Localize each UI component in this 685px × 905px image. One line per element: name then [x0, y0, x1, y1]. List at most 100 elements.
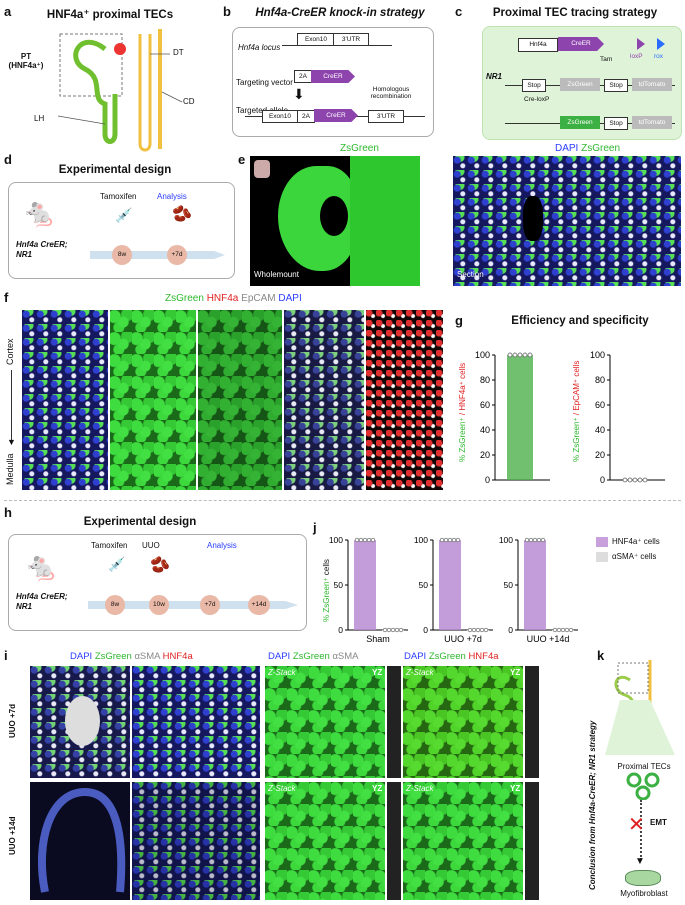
- f-hnf4a-image: [198, 310, 282, 490]
- g-dot-1-0: [622, 477, 628, 483]
- j-dot-2-0-2: [532, 537, 538, 543]
- f-epcam-image: [284, 310, 364, 490]
- f-channels: ZsGreen HNF4a EpCAM DAPI: [165, 293, 302, 304]
- j-ylabel: % ZsGreen⁺ cells: [322, 559, 331, 622]
- allele-exon: Exon10: [262, 110, 298, 123]
- locus-label: Hnf4a locus: [238, 43, 281, 52]
- h-syringe-icon: 💉: [108, 556, 126, 572]
- c-rox: rox: [654, 53, 664, 60]
- mouse-icon: 🐁: [22, 197, 57, 228]
- g-dot-1-3: [637, 477, 643, 483]
- j-dot-1-0-1: [443, 537, 449, 543]
- i-r2-zoom: [132, 782, 260, 900]
- g-dot-0-3: [522, 352, 528, 358]
- j-dot-2-0-0: [524, 537, 530, 543]
- c-zsgreen-on: ZsGreen: [560, 116, 600, 129]
- j-dot-1-1-1: [471, 627, 477, 633]
- g-tick-label-1-3: 40: [595, 425, 605, 435]
- g-tick-label-1-0: 100: [590, 350, 605, 360]
- g-tick-label-0-2: 60: [480, 400, 490, 410]
- j-category-2: UUO +14d: [527, 634, 570, 644]
- h-t1: 8w: [105, 595, 125, 615]
- panel-k-letter: k: [597, 648, 605, 663]
- i-r2-tissue-arc: [38, 787, 126, 893]
- g-dot-0-4: [527, 352, 533, 358]
- i-row1: UUO +7d: [8, 703, 17, 738]
- c-hnf4a: Hnf4a: [518, 38, 558, 52]
- syringe-icon: 💉: [115, 207, 133, 223]
- c-tdtomato-off: tdTomato: [632, 78, 672, 91]
- j-tick-label-1-2: 0: [423, 625, 428, 635]
- i-r1-ortho2: [525, 666, 539, 778]
- j-tick-label-1-1: 50: [419, 580, 429, 590]
- j-dot-0-0-3: [366, 537, 372, 543]
- g-tick-label-1-1: 80: [595, 375, 605, 385]
- i-r1-overview: [30, 666, 130, 778]
- panel-d-letter: d: [4, 152, 12, 167]
- e-section-label: Section: [457, 270, 484, 279]
- i-yz-3: YZ: [372, 784, 383, 793]
- panel-h-frame: [8, 534, 307, 631]
- j-tick-label-0-2: 0: [338, 625, 343, 635]
- panel-b-title: Hnf4a-CreER knock-in strategy: [255, 7, 425, 19]
- j-dot-2-1-2: [560, 627, 566, 633]
- allele-2a: 2A: [297, 110, 315, 123]
- j-ylabel-b: cells: [322, 559, 331, 578]
- d-mouse-label: Hnf4a CreER; NR1: [16, 240, 68, 259]
- j-dot-1-0-2: [447, 537, 453, 543]
- g-dot-1-4: [642, 477, 648, 483]
- j-bar-2-0: [524, 540, 546, 630]
- panel-h-title: Experimental design: [83, 516, 197, 528]
- f-ch-dapi: DAPI: [278, 293, 302, 304]
- c-zsgreen-off: ZsGreen: [560, 78, 600, 91]
- j-dot-0-0-2: [362, 537, 368, 543]
- g-ylabel2-b: / EpCAM⁺ cells: [572, 360, 581, 418]
- j-dot-2-1-0: [552, 627, 558, 633]
- h-kidney-icon: 🫘: [150, 557, 170, 574]
- j-dot-0-1-1: [386, 627, 392, 633]
- j-tick-label-0-1: 50: [334, 580, 344, 590]
- i-hdr3: DAPI ZsGreen HNF4a: [404, 651, 499, 662]
- k-arrow-line: [640, 800, 642, 860]
- j-dot-0-0-0: [354, 537, 360, 543]
- j-dot-1-1-4: [483, 627, 489, 633]
- k-cells-icon: [626, 772, 660, 800]
- g-ylabel1-b: / HNF4a⁺ cells: [458, 362, 467, 418]
- i-r1-zoom: [132, 666, 260, 778]
- g-tick-label-0-4: 20: [480, 450, 490, 460]
- panel-j-letter: j: [313, 520, 317, 535]
- i-zstack-4: Z-Stack: [406, 784, 434, 793]
- d-t1: 8w: [112, 245, 132, 265]
- i-r2-zstack-hnf4a: [403, 782, 523, 900]
- f-arrow-line: [11, 370, 12, 440]
- i-r2-overview: [30, 782, 130, 900]
- k-label: Proximal TECs: [617, 762, 671, 771]
- j-category-1: UUO +7d: [444, 634, 482, 644]
- f-merge-image: [22, 310, 108, 490]
- i-hdr1-a: DAPI: [70, 651, 93, 662]
- section-divider: [4, 500, 681, 501]
- i-r1-ortho1: [387, 666, 401, 778]
- hr-arrow-icon: ⬇: [293, 86, 305, 102]
- g-tick-label-0-5: 0: [485, 475, 490, 485]
- i-hdr2-a: DAPI: [268, 651, 291, 662]
- e-ch1: ZsGreen: [340, 143, 379, 154]
- e-zoom: [350, 156, 420, 286]
- f-arrow-icon: ▼: [7, 437, 16, 447]
- i-hdr1-d: HNF4a: [162, 651, 193, 662]
- legend-hnf4a: HNF4a⁺ cells: [612, 537, 660, 546]
- d-analysis: Analysis: [157, 192, 187, 201]
- g-ylabel1-a: % ZsGreen⁺: [458, 417, 467, 462]
- panel-c-title: Proximal TEC tracing strategy: [492, 7, 658, 19]
- c-loxp: loxP: [630, 53, 643, 60]
- locus-exon: Exon10: [297, 33, 335, 46]
- c-stop3: Stop: [604, 117, 628, 130]
- legend-asma-swatch: [596, 552, 608, 562]
- k-myo: Myofibroblast: [620, 889, 668, 898]
- j-tick-label-1-0: 100: [414, 535, 428, 545]
- k-arrowhead-icon: ▼: [635, 856, 645, 867]
- j-dot-1-1-3: [479, 627, 485, 633]
- g-dot-1-2: [632, 477, 638, 483]
- g-dot-1-1: [627, 477, 633, 483]
- g-dot-0-2: [517, 352, 523, 358]
